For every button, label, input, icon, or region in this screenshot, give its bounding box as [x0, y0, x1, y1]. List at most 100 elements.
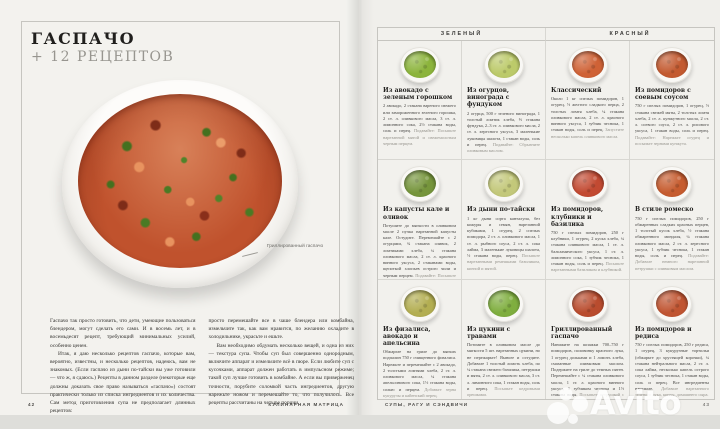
recipe-bowl-photo [652, 166, 692, 203]
recipe-title: В стиле ромеско [635, 206, 694, 214]
recipe-ingredients: Нанижите на шпажки 700–750 г помидоров, … [551, 342, 624, 398]
recipe-card: Из авокадо с зеленым горошком 2 авокадо,… [378, 41, 462, 161]
recipe-serving-note: Добавьте нарезанного зеленого лука, кинз… [635, 385, 709, 398]
recipe-ingredients: 750 г спелых помидоров, 250 г обжаренных… [635, 215, 709, 259]
left-page: ГАСПАЧО + 12 РЕЦЕПТОВ Гаспачо так просто… [0, 0, 360, 417]
recipe-card: Из физалиса, авокадо и апельсина Обжарьт… [378, 279, 462, 399]
recipe-text: Обжарьте на гриле до мягких подпалин 750… [383, 349, 456, 399]
recipe-card: Из дыни по-тайски 1 кг дыни сорта кантал… [462, 160, 546, 280]
soup-swatch [403, 170, 436, 198]
recipe-ingredients: 750 г спелых помидоров, 1 огурец, ½ стак… [635, 103, 709, 134]
recipe-bowl-photo [483, 166, 524, 203]
recipe-title: Из помидоров с соевым соусом [635, 87, 691, 102]
gazpacho-soup [78, 94, 282, 268]
recipe-title: Из помидоров, клубники и базилика [551, 206, 604, 228]
recipe-bowl-photo [652, 47, 692, 83]
intro-paragraph: Гаспачо так просто готовить, что дети, у… [50, 318, 196, 349]
soup-swatch [656, 289, 688, 317]
recipe-serving-note: Добавьте зерна кукурузы и кайенский пере… [383, 386, 456, 398]
recipe-serving-note: Подавайте: Посыпьте нарезанной мятой и с… [383, 128, 456, 146]
recipe-text: Потушите до мягкости в оливковом масле 2… [383, 222, 456, 279]
soup-swatch [403, 289, 436, 317]
intro-paragraph: просто перемешайте все в чаше блендера и… [208, 318, 355, 341]
recipe-card: Из огурцов, винограда с фундуком 2 огурц… [462, 41, 546, 161]
book-title: КУЛИНАРНАЯ МАТРИЦА [268, 402, 344, 407]
page-number: 43 [702, 402, 710, 407]
recipe-serving-note: Подавайте: Сбрызните оливковым маслом. [467, 141, 540, 154]
recipe-bowl-photo [483, 47, 524, 83]
recipe-text: Около 1 кг спелых помидоров, 1 огурец, ½… [551, 96, 624, 140]
recipe-text: Потомите в оливковом масле до мягкости 5… [467, 342, 540, 398]
photo-caption: Гриллированный гаспачо [266, 244, 324, 249]
recipe-ingredients: 2 огурца, 500 г зеленого винограда, 1 то… [467, 110, 540, 147]
page-title: ГАСПАЧО [31, 29, 135, 48]
recipe-title: Из дыни по-тайски [467, 206, 535, 214]
recipe-title: Из огурцов, винограда с фундуком [467, 87, 510, 109]
recipe-title: Из помидоров и редиса [635, 325, 692, 340]
recipe-bowl-photo [652, 285, 692, 322]
recipe-title: Гриллированный гаспачо [551, 325, 613, 340]
intro-text: Гаспачо так просто готовить, что дети, у… [50, 317, 354, 415]
gazpacho-bowl-photo [62, 80, 298, 288]
page-number: 42 [28, 402, 36, 407]
soup-swatch [403, 51, 436, 78]
recipe-text: 750 г спелых помидоров, 250 г клубники, … [551, 230, 624, 274]
section-title: СУПЫ, РАГУ И СЭНДВИЧИ [385, 402, 469, 407]
recipe-card: Из помидоров и редиса 750 г спелых помид… [630, 280, 714, 399]
recipe-serving-note: Посыпьте нарезанными ремешками базиликом… [467, 253, 540, 271]
recipe-grid: ЗЕЛЕНЫЙ КРАСНЫЙ Из авокадо с зеленым гор… [377, 27, 715, 400]
recipe-ingredients: Около 1 кг спелых помидоров, 1 огурец, ½… [551, 96, 624, 133]
recipe-ingredients: 750 г спелых помидоров, 250 г редиса, 1 … [635, 342, 709, 391]
recipe-ingredients: 750 г спелых помидоров, 250 г клубники, … [551, 229, 624, 267]
recipe-bowl-photo [567, 47, 608, 83]
recipe-title: Из авокадо с зеленым горошком [383, 87, 453, 102]
recipe-serving-note: Посыпьте кедровыми орешками. [467, 385, 540, 398]
soup-swatch [487, 51, 520, 78]
right-page: ЗЕЛЕНЫЙ КРАСНЫЙ Из авокадо с зеленым гор… [360, 0, 720, 417]
soup-swatch [571, 170, 604, 198]
recipe-text: 750 г спелых помидоров, 250 г обжаренных… [635, 216, 709, 272]
recipe-card: Классический Около 1 кг спелых помидоров… [546, 41, 630, 161]
recipe-ingredients: Потушите до мягкости в оливковом масле 2… [383, 222, 456, 278]
recipe-title: Из капусты кале и оливок [383, 206, 450, 221]
page-subtitle: + 12 РЕЦЕПТОВ [31, 49, 175, 65]
recipe-text: 2 огурца, 500 г зеленого винограда, 1 то… [467, 111, 540, 155]
recipe-serving-note: Подавайте: Добавьте немного нарезанной п… [635, 253, 709, 271]
recipe-title: Из цукини с травами [467, 325, 511, 340]
recipe-bowl-photo [399, 166, 440, 203]
recipe-text: Нанижите на шпажки 700–750 г помидоров, … [551, 342, 624, 399]
recipe-bowl-photo [399, 47, 440, 83]
intro-paragraph: Вам необходимо обдумать несколько вещей,… [208, 342, 355, 407]
recipe-ingredients: Потомите в оливковом масле до мягкости 5… [467, 342, 541, 391]
soup-swatch [571, 51, 604, 78]
recipe-serving-note: Подавайте: Посыпьте нарезанными оливками… [415, 272, 456, 278]
recipe-bowl-photo [399, 285, 440, 322]
background-surface [0, 415, 720, 429]
recipe-title: Классический [551, 87, 602, 94]
soup-swatch [487, 170, 520, 198]
recipe-serving-note: Посыпьте нарезанными базиликом и клубник… [551, 261, 624, 273]
recipe-ingredients: 1 кг дыни сорта канталупа, без кожуры и … [467, 215, 540, 259]
recipe-bowl-photo [567, 285, 608, 322]
intro-column-2: просто перемешайте все в чаше блендера и… [209, 317, 355, 415]
photo-caption-wrap: Гриллированный гаспачо [242, 244, 334, 257]
recipe-text: 2 авокадо, 2 стакана вареного свежего ил… [383, 103, 456, 147]
recipe-card: В стиле ромеско 750 г спелых помидоров, … [630, 160, 714, 280]
recipe-card: Из помидоров, клубники и базилика 750 г … [546, 160, 630, 280]
soup-swatch [487, 289, 520, 317]
recipe-serving-note: Запустите несколько капель оливкового ма… [551, 127, 624, 139]
recipe-card: Из цукини с травами Потомите в оливковом… [462, 279, 546, 399]
recipe-card: Из помидоров с соевым соусом 750 г спелы… [630, 41, 714, 161]
recipe-serving-note: Подавайте: Нарежьте огурец и посыпьте зе… [635, 134, 709, 146]
soup-swatch [656, 51, 688, 78]
intro-paragraph: Итак, я даю несколько рецептов гаспачо, … [50, 350, 196, 415]
page-frame: ГАСПАЧО + 12 РЕЦЕПТОВ Гаспачо так просто… [21, 21, 354, 414]
group-header-red: КРАСНЫЙ [546, 28, 714, 41]
soup-swatch [656, 170, 688, 198]
recipe-title: Из физалиса, авокадо и апельсина [383, 325, 431, 348]
recipe-text: 750 г спелых помидоров, 1 огурец, ½ стак… [635, 103, 709, 147]
intro-column-1: Гаспачо так просто готовить, что дети, у… [50, 317, 196, 415]
recipe-ingredients: 2 авокадо, 2 стакана вареного свежего ил… [383, 103, 456, 134]
recipe-card: Гриллированный гаспачо Нанижите на шпажк… [546, 279, 630, 399]
